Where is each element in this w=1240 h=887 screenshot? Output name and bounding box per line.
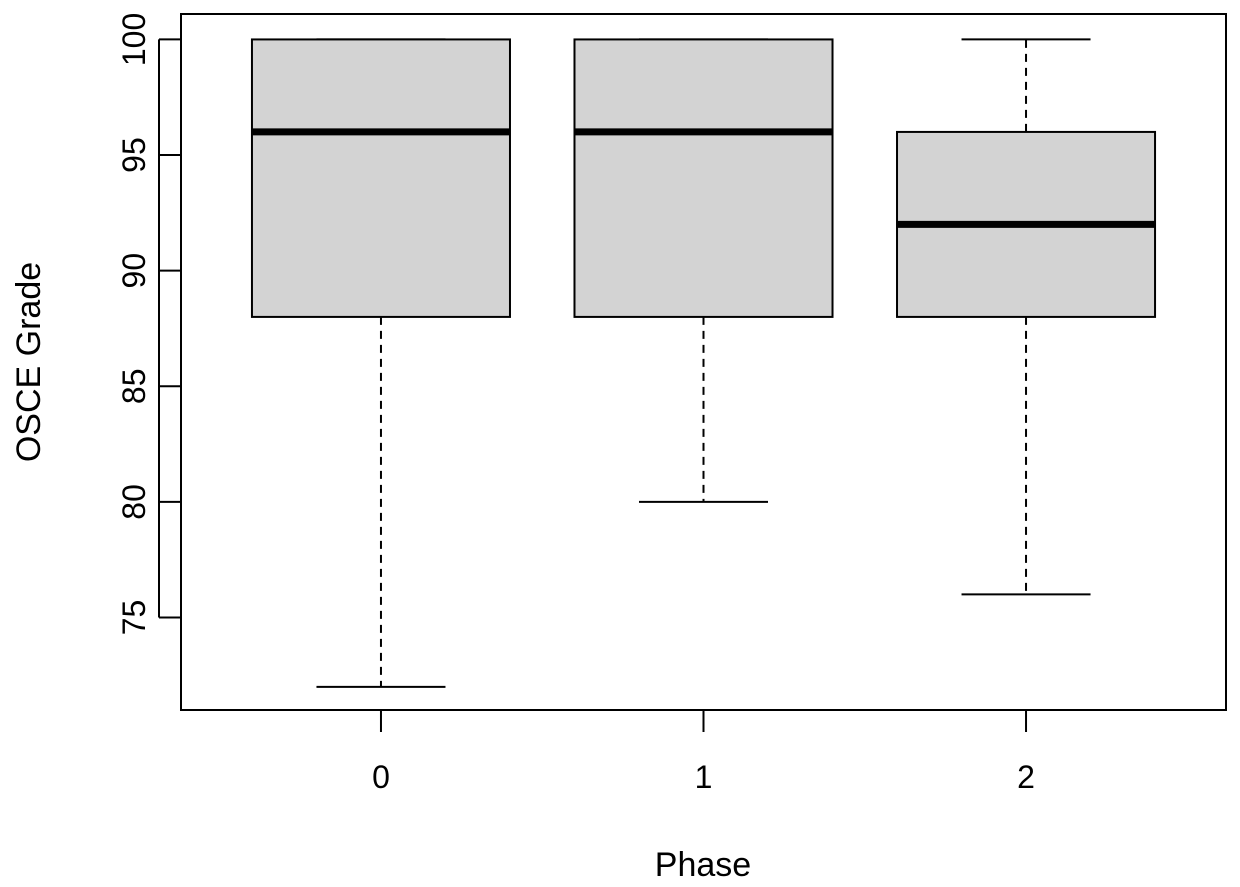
y-tick-label: 95: [116, 137, 152, 173]
x-axis-label: Phase: [655, 846, 751, 884]
y-axis: 75 80 85 90 95 100: [116, 13, 181, 636]
boxes-layer: [250, 38, 1157, 688]
y-tick-label: 80: [116, 484, 152, 520]
box-group-1: [573, 38, 834, 503]
y-tick-label: 85: [116, 368, 152, 404]
x-tick-label: 0: [372, 759, 390, 795]
y-tick-label: 100: [116, 13, 152, 66]
box-iqr: [250, 38, 511, 318]
x-tick-label: 1: [695, 759, 713, 795]
y-tick-label: 90: [116, 253, 152, 289]
y-tick-label: 75: [116, 600, 152, 636]
box-group-2: [896, 38, 1157, 596]
x-axis: 0 1 2: [372, 710, 1035, 795]
box-group-0: [250, 38, 511, 688]
x-tick-label: 2: [1017, 759, 1035, 795]
y-axis-label: OSCE Grade: [10, 262, 48, 462]
box-iqr: [573, 38, 834, 318]
